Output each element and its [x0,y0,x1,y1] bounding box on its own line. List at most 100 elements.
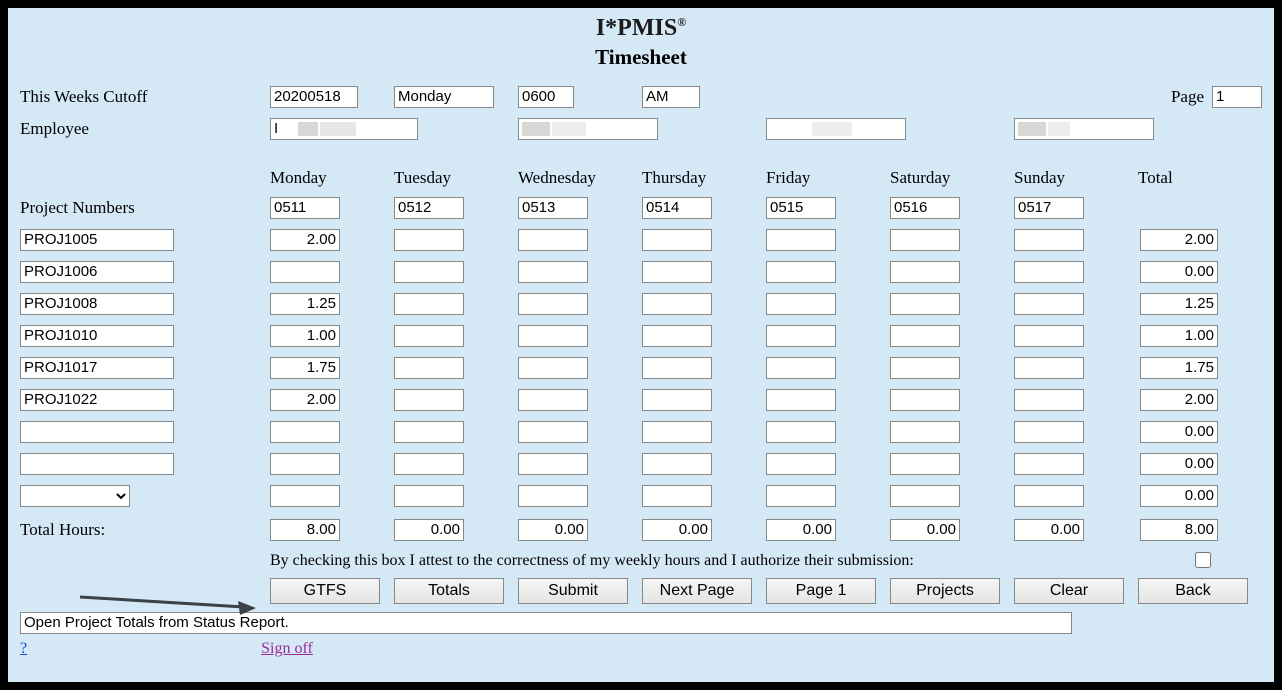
hours-input-r0-c6[interactable] [1014,229,1084,251]
hours-input-r8-c1[interactable] [394,485,464,507]
project-number-4[interactable] [766,197,836,219]
hours-input-r2-c5[interactable] [890,293,960,315]
hours-input-r3-c3[interactable] [642,325,712,347]
column-total-1[interactable] [394,519,464,541]
project-number-3[interactable] [642,197,712,219]
hours-input-r3-c5[interactable] [890,325,960,347]
help-link[interactable]: ? [20,640,27,658]
project-number-0[interactable] [270,197,340,219]
project-number-6[interactable] [1014,197,1084,219]
hours-input-r1-c5[interactable] [890,261,960,283]
hours-input-r1-c4[interactable] [766,261,836,283]
hours-input-r4-c2[interactable] [518,357,588,379]
hours-input-r0-c3[interactable] [642,229,712,251]
submit-button[interactable]: Submit [518,578,628,604]
row-total-8[interactable] [1140,485,1218,507]
row-total-3[interactable] [1140,325,1218,347]
hours-input-r7-c2[interactable] [518,453,588,475]
hours-input-r0-c5[interactable] [890,229,960,251]
column-total-4[interactable] [766,519,836,541]
row-total-1[interactable] [1140,261,1218,283]
hours-input-r3-c1[interactable] [394,325,464,347]
column-total-6[interactable] [1014,519,1084,541]
cutoff-ampm-input[interactable] [642,86,700,108]
attest-checkbox[interactable] [1195,552,1211,568]
hours-input-r1-c1[interactable] [394,261,464,283]
page-number-input[interactable] [1212,86,1262,108]
hours-input-r8-c2[interactable] [518,485,588,507]
cutoff-time-input[interactable] [518,86,574,108]
signoff-link[interactable]: Sign off [261,640,313,658]
column-total-5[interactable] [890,519,960,541]
project-code-input[interactable] [20,229,174,251]
column-total-3[interactable] [642,519,712,541]
hours-input-r0-c4[interactable] [766,229,836,251]
hours-input-r3-c0[interactable] [270,325,340,347]
gtfs-button[interactable]: GTFS [270,578,380,604]
hours-input-r2-c0[interactable] [270,293,340,315]
hours-input-r5-c2[interactable] [518,389,588,411]
project-number-2[interactable] [518,197,588,219]
project-code-input[interactable] [20,261,174,283]
hours-input-r8-c6[interactable] [1014,485,1084,507]
hours-input-r7-c5[interactable] [890,453,960,475]
row-total-7[interactable] [1140,453,1218,475]
column-total-2[interactable] [518,519,588,541]
project-code-input[interactable] [20,421,174,443]
project-number-5[interactable] [890,197,960,219]
hours-input-r6-c4[interactable] [766,421,836,443]
hours-input-r5-c3[interactable] [642,389,712,411]
hours-input-r5-c5[interactable] [890,389,960,411]
clear-button[interactable]: Clear [1014,578,1124,604]
hours-input-r2-c4[interactable] [766,293,836,315]
row-total-0[interactable] [1140,229,1218,251]
hours-input-r2-c3[interactable] [642,293,712,315]
hours-input-r0-c0[interactable] [270,229,340,251]
hours-input-r0-c1[interactable] [394,229,464,251]
hours-input-r2-c6[interactable] [1014,293,1084,315]
hours-input-r7-c4[interactable] [766,453,836,475]
next-page-button[interactable]: Next Page [642,578,752,604]
hours-input-r6-c3[interactable] [642,421,712,443]
hours-input-r6-c0[interactable] [270,421,340,443]
hours-input-r4-c5[interactable] [890,357,960,379]
hours-input-r2-c1[interactable] [394,293,464,315]
cutoff-day-input[interactable] [394,86,494,108]
hours-input-r6-c2[interactable] [518,421,588,443]
hours-input-r0-c2[interactable] [518,229,588,251]
hours-input-r1-c6[interactable] [1014,261,1084,283]
hours-input-r8-c5[interactable] [890,485,960,507]
row-total-5[interactable] [1140,389,1218,411]
hours-input-r7-c3[interactable] [642,453,712,475]
hours-input-r7-c1[interactable] [394,453,464,475]
hours-input-r1-c0[interactable] [270,261,340,283]
project-code-input[interactable] [20,389,174,411]
hours-input-r1-c2[interactable] [518,261,588,283]
row-total-4[interactable] [1140,357,1218,379]
hours-input-r8-c0[interactable] [270,485,340,507]
hours-input-r8-c4[interactable] [766,485,836,507]
grand-total[interactable] [1140,519,1218,541]
page-1-button[interactable]: Page 1 [766,578,876,604]
hours-input-r3-c4[interactable] [766,325,836,347]
totals-button[interactable]: Totals [394,578,504,604]
hours-input-r2-c2[interactable] [518,293,588,315]
hours-input-r6-c6[interactable] [1014,421,1084,443]
hours-input-r7-c0[interactable] [270,453,340,475]
row-total-6[interactable] [1140,421,1218,443]
project-number-1[interactable] [394,197,464,219]
projects-button[interactable]: Projects [890,578,1000,604]
hours-input-r6-c5[interactable] [890,421,960,443]
hours-input-r8-c3[interactable] [642,485,712,507]
hours-input-r1-c3[interactable] [642,261,712,283]
cutoff-date-input[interactable] [270,86,358,108]
hours-input-r3-c6[interactable] [1014,325,1084,347]
hours-input-r4-c3[interactable] [642,357,712,379]
hours-input-r4-c0[interactable] [270,357,340,379]
row-total-2[interactable] [1140,293,1218,315]
project-code-input[interactable] [20,325,174,347]
hours-input-r6-c1[interactable] [394,421,464,443]
project-code-input[interactable] [20,453,174,475]
hours-input-r7-c6[interactable] [1014,453,1084,475]
hours-input-r4-c6[interactable] [1014,357,1084,379]
